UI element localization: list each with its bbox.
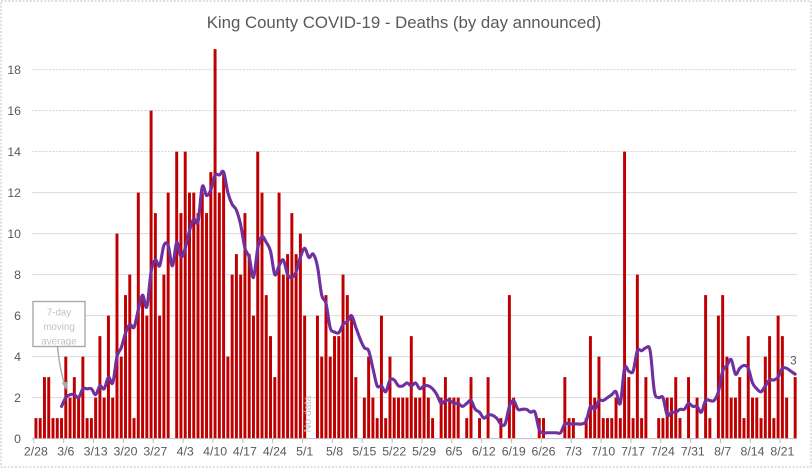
svg-text:16: 16 [7,104,21,118]
svg-text:3: 3 [790,356,796,368]
svg-text:3/27: 3/27 [143,445,167,459]
svg-text:10: 10 [7,227,21,241]
svg-text:5/22: 5/22 [382,445,406,459]
svg-text:3/20: 3/20 [114,445,138,459]
svg-text:2/28: 2/28 [24,445,48,459]
svg-text:8: 8 [14,268,21,282]
svg-text:7/3: 7/3 [565,445,582,459]
svg-text:King County COVID-19 - Deaths: King County COVID-19 - Deaths (by day an… [207,13,602,32]
svg-text:5/1: 5/1 [296,445,313,459]
svg-text:7/31: 7/31 [681,445,705,459]
svg-text:6/26: 6/26 [532,445,556,459]
svg-text:8/21: 8/21 [770,445,794,459]
svg-text:6/19: 6/19 [502,445,526,459]
svg-text:5/8: 5/8 [326,445,343,459]
svg-text:7-day: 7-day [47,308,72,319]
svg-text:18: 18 [7,63,21,77]
svg-text:7/24: 7/24 [651,445,675,459]
svg-text:2: 2 [14,391,21,405]
svg-text:0: 0 [14,432,21,446]
svg-text:4/10: 4/10 [203,445,227,459]
svg-text:7/17: 7/17 [621,445,645,459]
svg-text:8/14: 8/14 [741,445,765,459]
svg-text:14: 14 [7,145,21,159]
svg-text:6/12: 6/12 [472,445,496,459]
svg-text:moving: moving [43,322,75,333]
svg-text:4/24: 4/24 [263,445,287,459]
svg-text:4/17: 4/17 [233,445,257,459]
svg-text:No data: No data [302,395,314,432]
svg-text:5/15: 5/15 [352,445,376,459]
svg-text:4/3: 4/3 [177,445,194,459]
svg-text:3/6: 3/6 [57,445,74,459]
svg-text:5/29: 5/29 [412,445,436,459]
svg-text:4: 4 [14,350,21,364]
svg-text:12: 12 [7,186,21,200]
svg-text:8/7: 8/7 [714,445,731,459]
svg-text:6/5: 6/5 [445,445,462,459]
svg-text:7/10: 7/10 [591,445,615,459]
svg-text:6: 6 [14,309,21,323]
svg-text:average: average [41,337,77,348]
svg-text:3/13: 3/13 [84,445,108,459]
